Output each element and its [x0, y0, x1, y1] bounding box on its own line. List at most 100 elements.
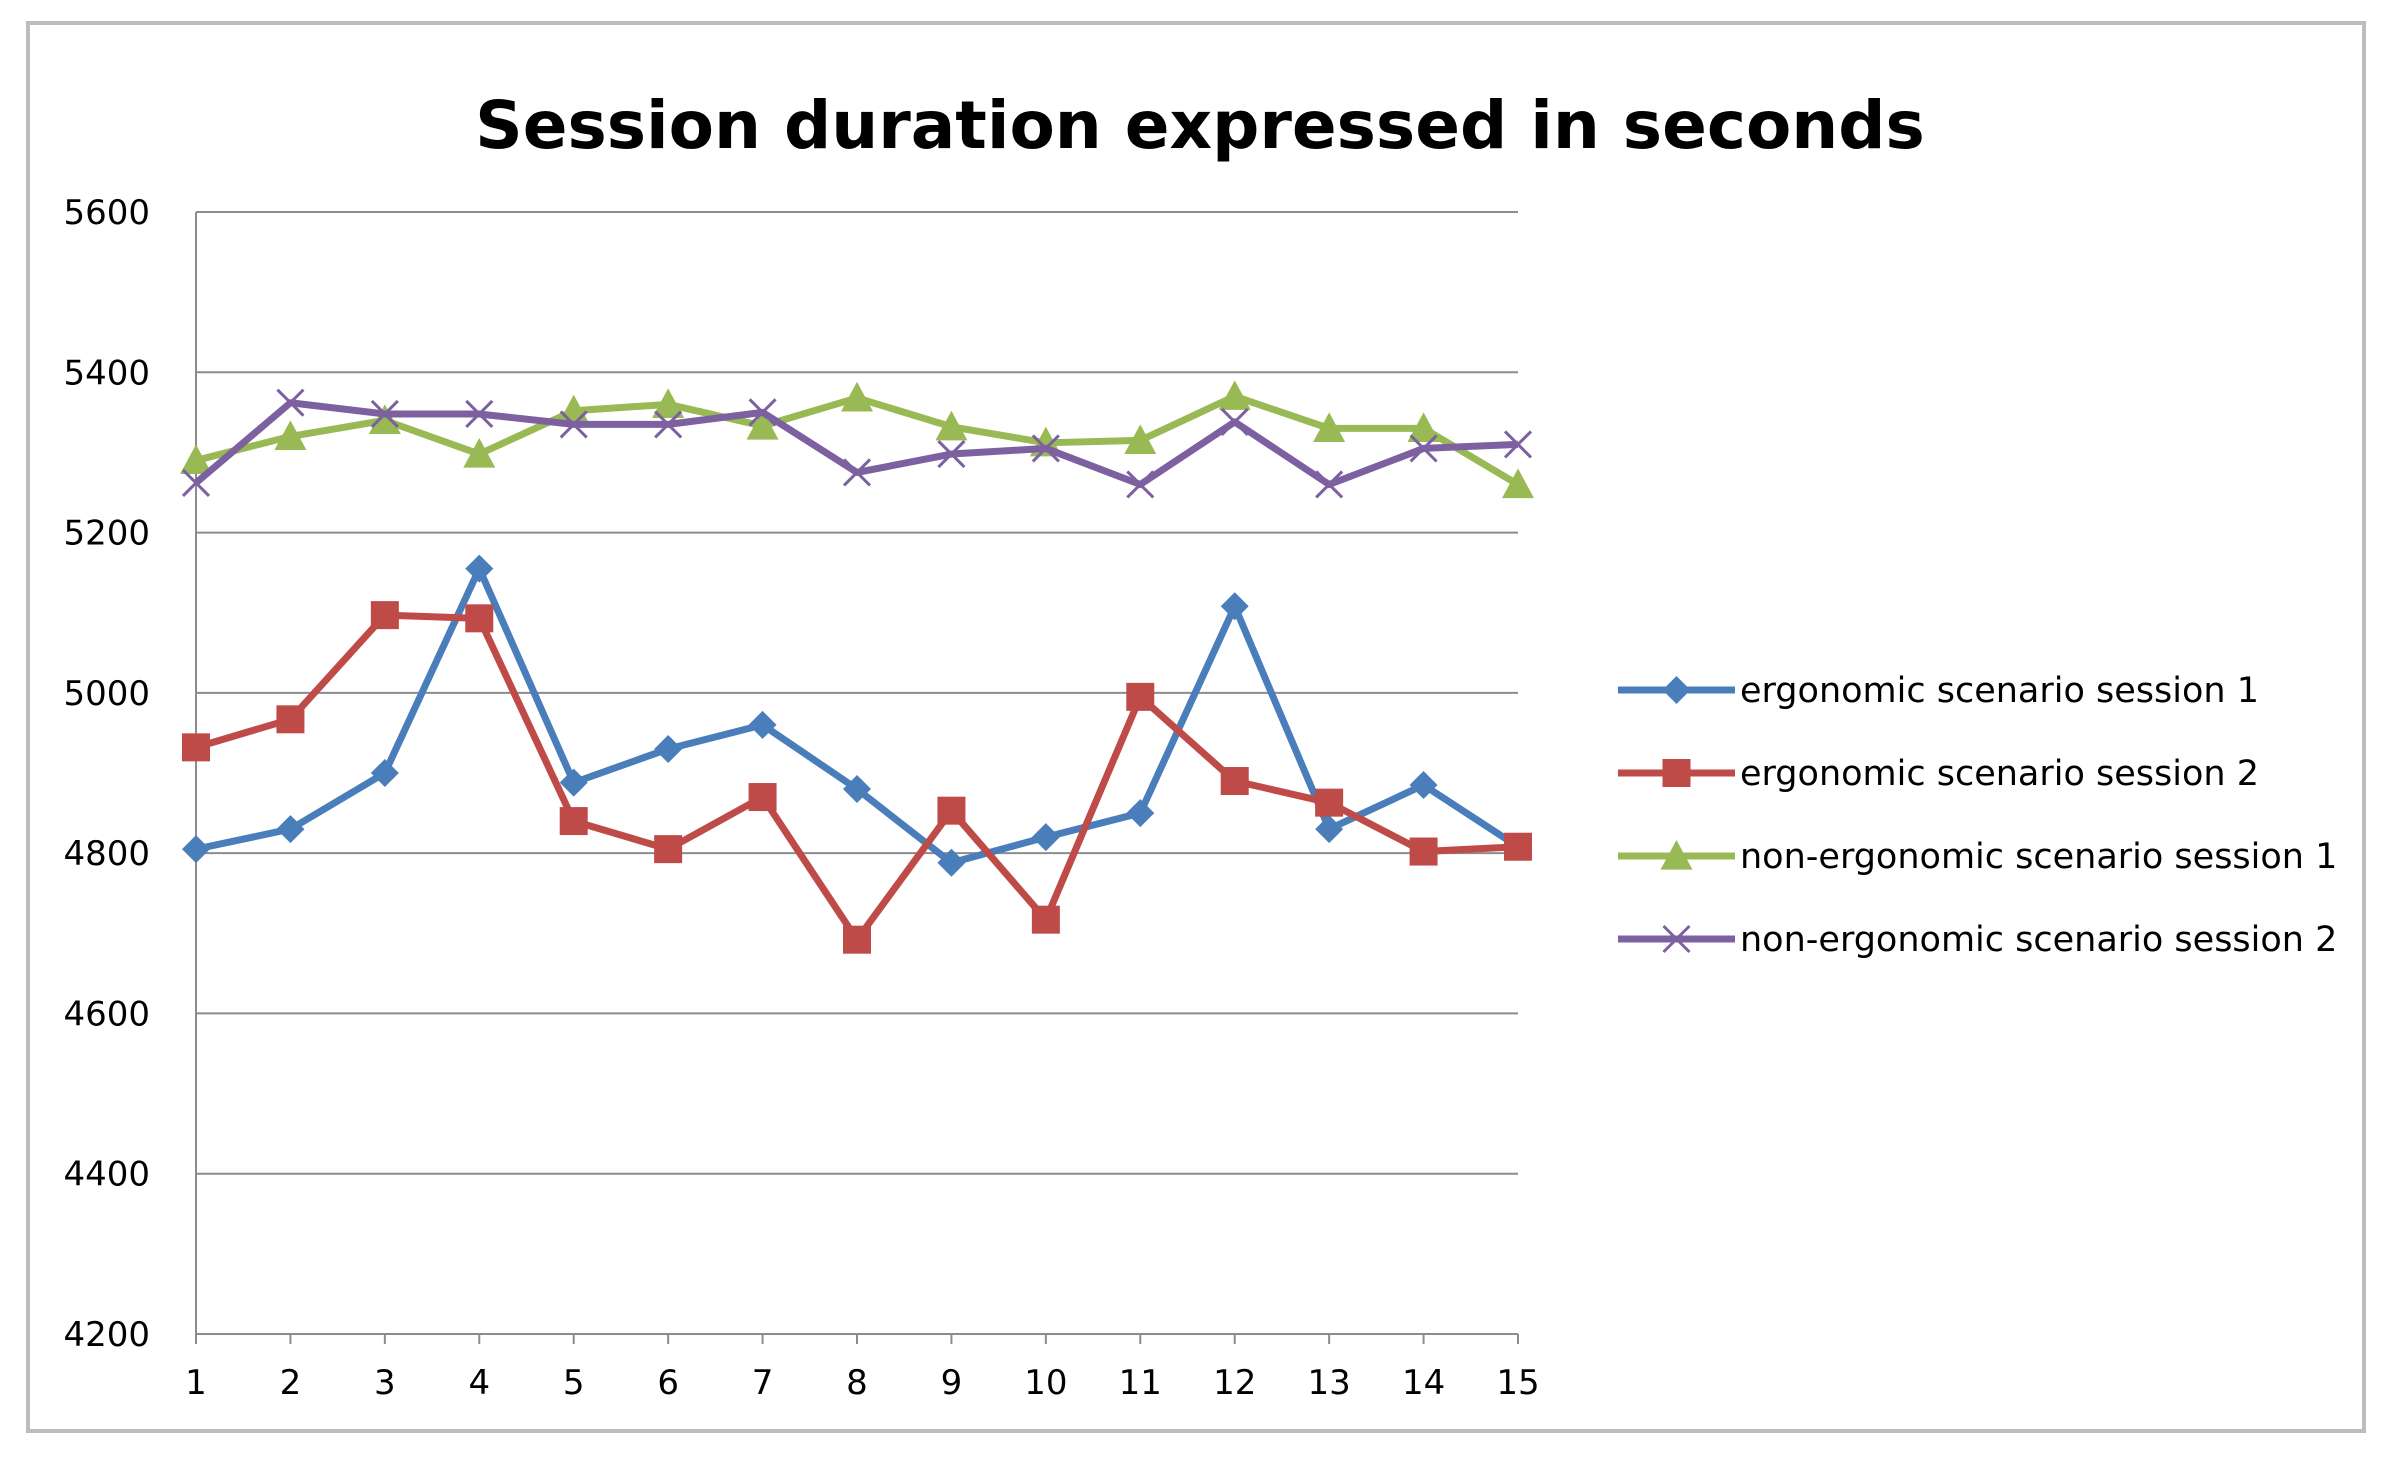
y-tick-label: 4600 — [63, 994, 150, 1034]
legend: ergonomic scenario session 1 ergonomic sc… — [1618, 671, 2337, 960]
legend-marker — [1662, 759, 1691, 787]
series-2 — [182, 601, 1532, 954]
y-tick-label: 4200 — [63, 1315, 150, 1355]
line-chart: 4200 4400 4600 4800 5000 5200 5400 5600 1 2 3 4 5 6 7 8… — [63, 193, 2337, 1403]
data-point — [465, 604, 494, 633]
y-tick-label: 5000 — [63, 674, 150, 714]
legend-label: non-ergonomic scenario session 1 — [1740, 837, 2337, 877]
data-point — [1126, 682, 1155, 711]
data-point — [1220, 592, 1249, 621]
data-point — [748, 398, 777, 427]
data-point — [1502, 468, 1534, 499]
data-point — [181, 468, 211, 497]
data-point — [1315, 815, 1344, 844]
series-group — [180, 380, 1534, 954]
legend-entry-3: non-ergonomic scenario session 1 — [1618, 837, 2337, 877]
data-point — [652, 388, 685, 418]
data-point — [1315, 470, 1344, 499]
legend-marker — [1660, 840, 1693, 870]
data-point — [937, 439, 966, 469]
x-tick-label: 12 — [1213, 1363, 1256, 1403]
x-tick-label: 9 — [941, 1363, 963, 1403]
data-point — [1315, 788, 1344, 817]
chart-title: Session duration expressed in seconds — [475, 87, 1925, 164]
chart-frame: Session duration expressed in seconds 42… — [26, 21, 2366, 1433]
data-point — [1409, 837, 1438, 866]
data-point — [1220, 407, 1249, 437]
data-point — [1407, 412, 1440, 442]
data-point — [748, 783, 777, 812]
data-point — [1126, 799, 1155, 828]
data-point — [654, 410, 683, 439]
data-point — [1126, 470, 1155, 499]
data-point — [935, 410, 968, 441]
x-tick-label: 5 — [563, 1363, 585, 1403]
data-point — [276, 388, 305, 417]
x-tick-label: 4 — [468, 1363, 490, 1403]
data-point — [182, 733, 210, 762]
data-point — [654, 734, 683, 763]
data-point — [841, 381, 873, 412]
legend-marker — [1662, 676, 1691, 704]
x-tick-label: 3 — [374, 1363, 396, 1403]
y-tick-label: 4800 — [63, 834, 150, 874]
x-tick-label: 7 — [752, 1363, 774, 1403]
x-tick-label: 10 — [1024, 1363, 1067, 1403]
data-point — [1031, 823, 1060, 852]
data-point — [843, 775, 871, 804]
data-point — [465, 399, 494, 429]
data-point — [1313, 412, 1346, 442]
data-point — [559, 410, 588, 439]
y-tick-label: 5400 — [63, 353, 150, 393]
data-point — [1409, 771, 1438, 800]
x-tick-label: 6 — [657, 1363, 679, 1403]
legend-entry-2: ergonomic scenario session 2 — [1618, 754, 2259, 794]
x-tick-label: 15 — [1496, 1363, 1539, 1403]
data-point — [559, 768, 588, 797]
x-tick-label: 13 — [1308, 1363, 1351, 1403]
data-point — [654, 835, 683, 864]
data-point — [842, 458, 872, 487]
data-point — [1503, 430, 1533, 459]
data-point — [274, 420, 307, 450]
y-tick-label: 5600 — [63, 193, 150, 233]
data-point — [276, 705, 305, 734]
data-point — [937, 848, 966, 877]
data-point — [1031, 905, 1060, 934]
series-4 — [181, 388, 1533, 499]
axes: 4200 4400 4600 4800 5000 5200 5400 5600 1 2 3 4 5 6 7 8… — [63, 193, 1539, 1403]
legend-label: ergonomic scenario session 1 — [1740, 671, 2259, 711]
data-point — [843, 925, 871, 954]
x-tick-label: 1 — [185, 1363, 207, 1403]
series-1 — [182, 554, 1532, 877]
data-point — [180, 444, 212, 475]
data-point — [370, 759, 399, 787]
data-point — [368, 404, 401, 434]
data-point — [1124, 424, 1157, 455]
series-3 — [180, 380, 1534, 499]
data-point — [1409, 434, 1438, 463]
data-point — [1220, 767, 1249, 796]
data-point — [370, 601, 399, 630]
data-point — [276, 815, 305, 844]
data-point — [182, 835, 210, 864]
y-tick-label: 4400 — [63, 1155, 150, 1195]
data-point — [465, 554, 494, 583]
data-point — [370, 399, 399, 429]
legend-label: ergonomic scenario session 2 — [1740, 754, 2259, 794]
data-point — [559, 807, 588, 836]
x-tick-label: 8 — [846, 1363, 868, 1403]
data-point — [463, 438, 496, 468]
legend-marker — [1662, 924, 1691, 954]
data-point — [1218, 380, 1251, 410]
data-point — [748, 710, 777, 739]
data-point — [1031, 434, 1060, 463]
legend-label: non-ergonomic scenario session 2 — [1740, 920, 2337, 960]
data-point — [937, 796, 966, 825]
data-point — [746, 409, 779, 440]
y-tick-label: 5200 — [63, 514, 150, 554]
x-tick-label: 14 — [1402, 1363, 1445, 1403]
legend-entry-1: ergonomic scenario session 1 — [1618, 671, 2259, 711]
legend-entry-4: non-ergonomic scenario session 2 — [1618, 920, 2337, 960]
grid-lines — [196, 211, 1518, 1175]
